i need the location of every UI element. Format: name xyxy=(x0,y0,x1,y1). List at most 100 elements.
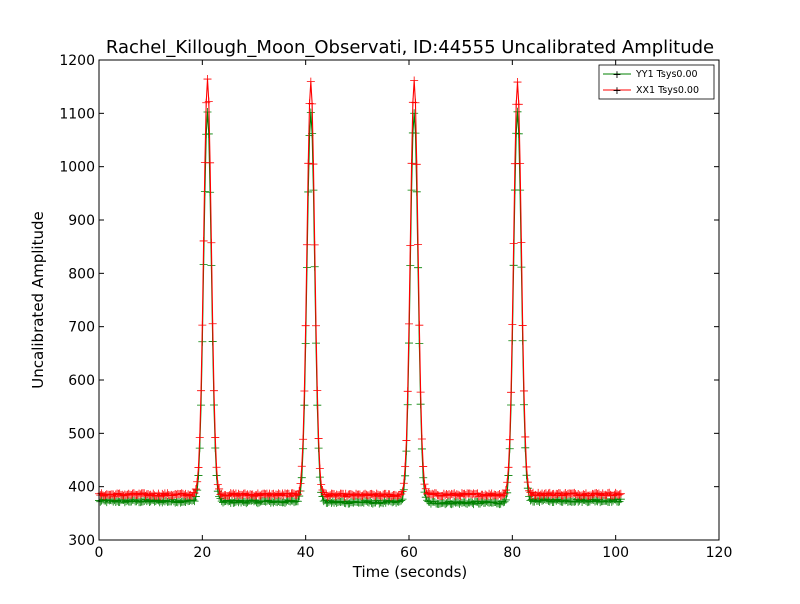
data-point-xx1 xyxy=(207,238,216,247)
x-tick-label: 60 xyxy=(400,545,418,561)
data-point-yy1 xyxy=(410,109,419,118)
data-point-xx1 xyxy=(399,479,408,488)
x-tick-label: 0 xyxy=(95,545,104,561)
data-point-xx1 xyxy=(194,463,203,472)
data-point-xx1 xyxy=(204,97,213,106)
data-point-xx1 xyxy=(209,386,218,395)
data-point-xx1 xyxy=(191,485,200,494)
data-point-yy1 xyxy=(421,493,430,502)
data-point-xx1 xyxy=(309,160,318,169)
data-point-yy1 xyxy=(411,129,420,138)
data-point-xx1 xyxy=(410,76,419,85)
data-point-xx1 xyxy=(518,321,527,330)
data-point-xx1 xyxy=(308,99,317,108)
data-point-yy1 xyxy=(513,107,522,116)
data-point-xx1 xyxy=(310,240,319,249)
x-tick-label: 100 xyxy=(602,545,629,561)
data-point-yy1 xyxy=(203,108,212,117)
data-point-xx1 xyxy=(525,486,534,495)
data-point-yy1 xyxy=(306,108,315,117)
y-tick-label: 700 xyxy=(68,320,95,336)
data-point-xx1 xyxy=(299,435,308,444)
y-tick-label: 1100 xyxy=(59,106,95,122)
data-point-xx1 xyxy=(508,320,517,329)
data-point-xx1 xyxy=(407,159,416,168)
data-point-xx1 xyxy=(519,386,528,395)
data-point-xx1 xyxy=(199,236,208,245)
data-point-yy1 xyxy=(500,497,509,506)
y-tick-label: 400 xyxy=(68,480,95,496)
data-point-xx1 xyxy=(419,462,428,471)
data-point-xx1 xyxy=(403,387,412,396)
data-point-yy1 xyxy=(398,495,407,504)
data-point-xx1 xyxy=(292,491,301,500)
data-point-xx1 xyxy=(521,432,530,441)
chart-title: Rachel_Killough_Moon_Observati, ID:44555… xyxy=(106,37,714,58)
tick-layer: 0 20 40 60 80 100 120 300 400 500 600 700 800 900 1000… xyxy=(59,53,732,561)
data-point-yy1 xyxy=(514,129,523,138)
data-point-xx1 xyxy=(195,433,204,442)
data-point-xx1 xyxy=(420,480,429,489)
data-point-xx1 xyxy=(523,478,532,487)
data-point-xx1 xyxy=(206,158,215,167)
legend-label-yy1: YY1 Tsys0.00 xyxy=(635,69,698,80)
series-line-xx1 xyxy=(98,79,622,499)
data-point-xx1 xyxy=(417,435,426,444)
y-axis-label: Uncalibrated Amplitude xyxy=(29,211,47,388)
data-point-xx1 xyxy=(193,477,202,486)
legend-box xyxy=(598,64,715,100)
x-tick-label: 20 xyxy=(193,545,211,561)
y-tick-label: 500 xyxy=(68,426,95,442)
series-layer xyxy=(95,75,625,509)
data-point-xx1 xyxy=(197,386,206,395)
data-point-xx1 xyxy=(301,321,310,330)
y-tick-label: 1000 xyxy=(59,160,95,176)
data-point-xx1 xyxy=(509,239,518,248)
data-point-xx1 xyxy=(198,321,207,330)
data-point-xx1 xyxy=(421,484,430,493)
data-point-xx1 xyxy=(416,388,425,397)
data-point-yy1 xyxy=(190,497,199,506)
data-point-xx1 xyxy=(522,462,531,471)
legend-marker-yy1: + xyxy=(612,68,621,81)
data-point-xx1 xyxy=(314,434,323,443)
data-point-xx1 xyxy=(304,159,313,168)
data-point-xx1 xyxy=(517,238,526,247)
data-point-xx1 xyxy=(296,479,305,488)
data-point-xx1 xyxy=(190,489,199,498)
data-point-xx1 xyxy=(401,462,410,471)
data-point-xx1 xyxy=(212,463,221,472)
data-point-yy1 xyxy=(615,497,624,506)
data-point-yy1 xyxy=(308,129,317,138)
data-point-xx1 xyxy=(313,386,322,395)
data-point-xx1 xyxy=(414,240,423,249)
data-point-xx1 xyxy=(300,387,309,396)
y-tick-label: 800 xyxy=(68,266,95,282)
data-point-xx1 xyxy=(615,490,624,499)
data-point-xx1 xyxy=(203,75,212,84)
data-point-xx1 xyxy=(402,436,411,445)
data-point-xx1 xyxy=(215,484,224,493)
data-point-yy1 xyxy=(419,473,428,482)
data-point-xx1 xyxy=(208,319,217,328)
y-tick-label: 300 xyxy=(68,533,95,549)
series-line-yy1 xyxy=(98,111,622,506)
legend-label-xx1: XX1 Tsys0.00 xyxy=(636,85,699,96)
data-point-xx1 xyxy=(514,100,523,109)
data-point-xx1 xyxy=(306,77,315,86)
data-point-xx1 xyxy=(504,463,513,472)
data-point-xx1 xyxy=(412,160,421,169)
series-markers-yy1 xyxy=(95,107,625,509)
data-point-xx1 xyxy=(516,159,525,168)
data-point-xx1 xyxy=(315,464,324,473)
data-point-xx1 xyxy=(302,240,311,249)
x-tick-label: 40 xyxy=(297,545,315,561)
y-tick-label: 900 xyxy=(68,213,95,229)
data-point-xx1 xyxy=(317,480,326,489)
data-point-xx1 xyxy=(500,489,509,498)
data-point-xx1 xyxy=(405,319,413,328)
x-axis-label: Time (seconds) xyxy=(352,563,468,581)
legend-marker-xx1: + xyxy=(612,84,621,97)
